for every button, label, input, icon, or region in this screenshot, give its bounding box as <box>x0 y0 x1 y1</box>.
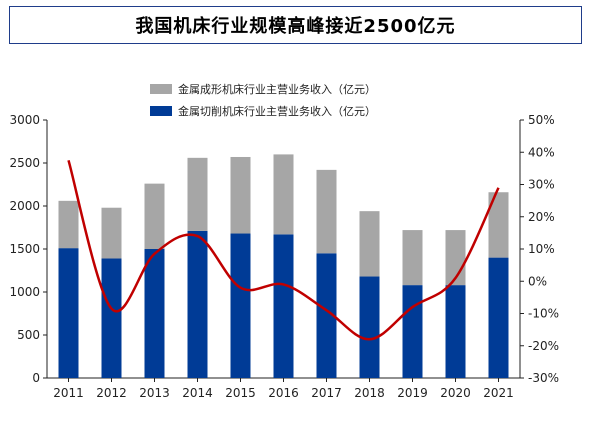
bar-cutting <box>402 285 423 378</box>
bar-cutting <box>316 253 337 378</box>
bar-forming <box>273 154 294 235</box>
bar-forming <box>58 200 79 249</box>
legend-swatch-cutting <box>150 106 172 116</box>
y-tick-label-left: 500 <box>17 328 40 342</box>
bar-forming <box>316 169 337 254</box>
y2-tick-label-right: -30% <box>528 371 559 385</box>
x-tick-label: 2015 <box>225 386 256 400</box>
x-tick-label: 2011 <box>53 386 84 400</box>
bar-cutting <box>187 230 208 378</box>
x-tick-label: 2013 <box>139 386 170 400</box>
y-tick-label-left: 0 <box>32 371 40 385</box>
y-tick-label-left: 3000 <box>9 113 40 127</box>
bar-forming <box>488 192 509 258</box>
growth-line <box>67 159 500 341</box>
x-tick-label: 2019 <box>397 386 428 400</box>
bar-forming <box>187 157 208 231</box>
x-tick-label: 2014 <box>182 386 213 400</box>
legend-item-cutting: 金属切削机床行业主营业务收入（亿元） <box>150 102 376 120</box>
y-tick-label-left: 1500 <box>9 242 40 256</box>
bar-forming <box>402 230 423 286</box>
y2-tick-label-right: 40% <box>528 145 555 159</box>
y-tick-label-left: 2500 <box>9 156 40 170</box>
x-tick-label: 2017 <box>311 386 342 400</box>
y2-tick-label-right: -20% <box>528 339 559 353</box>
x-tick-label: 2018 <box>354 386 385 400</box>
x-tick-label: 2016 <box>268 386 299 400</box>
bar-cutting <box>273 234 294 378</box>
legend: 金属成形机床行业主营业务收入（亿元） 金属切削机床行业主营业务收入（亿元） <box>150 80 376 124</box>
y2-tick-label-right: -10% <box>528 307 559 321</box>
legend-label-cutting: 金属切削机床行业主营业务收入（亿元） <box>178 105 376 118</box>
legend-label-forming: 金属成形机床行业主营业务收入（亿元） <box>178 83 376 96</box>
y-tick-label-left: 2000 <box>9 199 40 213</box>
bar-forming <box>144 183 165 249</box>
legend-item-forming: 金属成形机床行业主营业务收入（亿元） <box>150 80 376 98</box>
x-tick-label: 2012 <box>96 386 127 400</box>
y2-tick-label-right: 10% <box>528 242 555 256</box>
bar-forming <box>359 211 380 277</box>
y-tick-label-left: 1000 <box>9 285 40 299</box>
x-tick-label: 2020 <box>440 386 471 400</box>
y2-tick-label-right: 0% <box>528 274 547 288</box>
y2-tick-label-right: 50% <box>528 113 555 127</box>
bar-cutting <box>58 248 79 378</box>
chart-title: 我国机床行业规模高峰接近2500亿元 <box>135 16 456 37</box>
x-tick-label: 2021 <box>483 386 514 400</box>
bar-forming <box>230 156 251 234</box>
bar-cutting <box>359 276 380 378</box>
bar-cutting <box>230 233 251 378</box>
y2-tick-label-right: 20% <box>528 210 555 224</box>
bar-cutting <box>445 285 466 378</box>
y2-tick-label-right: 30% <box>528 178 555 192</box>
legend-swatch-forming <box>150 84 172 94</box>
bar-cutting <box>101 258 122 378</box>
bar-forming <box>101 207 122 259</box>
bar-cutting <box>488 257 509 378</box>
bar-cutting <box>144 249 165 378</box>
title-box: 我国机床行业规模高峰接近2500亿元 <box>9 6 582 44</box>
